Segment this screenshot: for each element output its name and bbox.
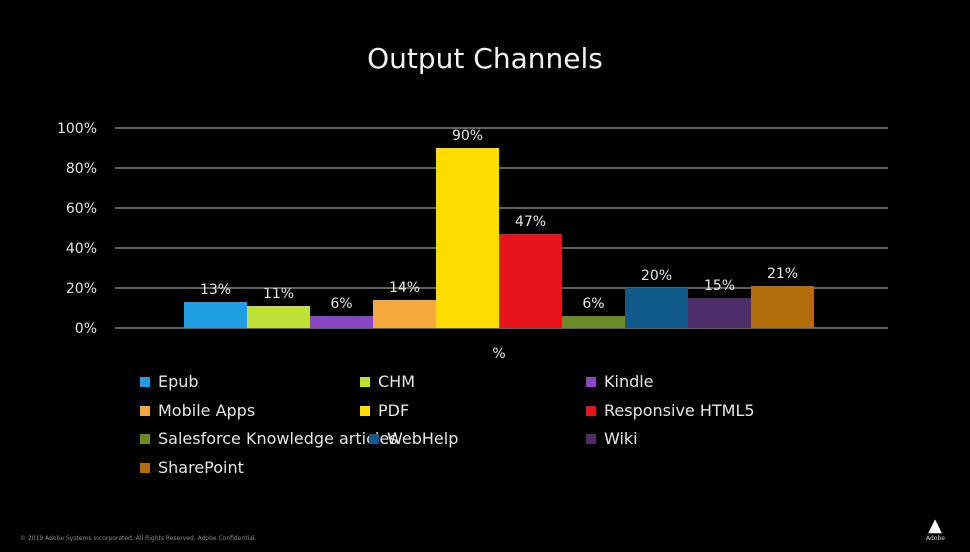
legend-swatch-chm xyxy=(360,376,370,387)
data-label: 6% xyxy=(582,296,604,312)
legend-swatch-epub xyxy=(140,376,150,387)
footer-copyright: © 2019 Adobe Systems Incorporated. All R… xyxy=(20,535,257,542)
legend-swatch-webhelp xyxy=(369,433,379,444)
legend-item-mobile-apps: Mobile Apps xyxy=(140,401,255,420)
chart-legend: Epub CHM Kindle Mobile Apps PDF Responsi… xyxy=(140,372,840,482)
y-tick-label: 60% xyxy=(66,201,97,217)
legend-label-pdf: PDF xyxy=(378,401,410,420)
bar xyxy=(499,234,562,328)
legend-swatch-wiki xyxy=(586,433,596,444)
bar xyxy=(751,286,814,328)
legend-swatch-responsive-html5 xyxy=(586,405,596,416)
y-tick-label: 40% xyxy=(66,241,97,257)
y-tick-label: 80% xyxy=(66,161,97,177)
bar xyxy=(373,300,436,328)
bar xyxy=(625,288,688,328)
data-label: 20% xyxy=(641,268,672,284)
legend-label-sharepoint: SharePoint xyxy=(158,458,244,477)
bar xyxy=(310,316,373,328)
bar xyxy=(688,298,751,328)
legend-label-chm: CHM xyxy=(378,372,416,391)
bar xyxy=(184,302,247,328)
legend-swatch-kindle xyxy=(586,376,596,387)
y-tick-label: 0% xyxy=(75,321,97,337)
data-label: 13% xyxy=(200,282,231,298)
legend-label-epub: Epub xyxy=(158,372,199,391)
legend-label-responsive-html5: Responsive HTML5 xyxy=(604,401,755,420)
legend-item-epub: Epub xyxy=(140,372,199,391)
data-label: 47% xyxy=(515,214,546,230)
legend-item-responsive-html5: Responsive HTML5 xyxy=(586,401,755,420)
legend-label-wiki: Wiki xyxy=(604,429,638,448)
legend-item-pdf: PDF xyxy=(360,401,409,420)
legend-swatch-salesforce xyxy=(140,433,150,444)
adobe-logo-mark: ▲ xyxy=(928,515,942,536)
bar xyxy=(562,316,625,328)
legend-item-wiki: Wiki xyxy=(586,429,638,448)
bar xyxy=(247,306,310,328)
legend-label-mobile-apps: Mobile Apps xyxy=(158,401,256,420)
data-label: 6% xyxy=(330,296,352,312)
legend-item-chm: CHM xyxy=(360,372,415,391)
legend-label-webhelp: WebHelp xyxy=(387,429,459,448)
legend-label-kindle: Kindle xyxy=(604,372,654,391)
adobe-logo: ▲ Adobe xyxy=(926,515,945,543)
data-label: 90% xyxy=(452,128,483,144)
legend-label-salesforce: Salesforce Knowledge articles xyxy=(158,429,398,448)
legend-swatch-sharepoint xyxy=(140,462,150,473)
data-label: 11% xyxy=(263,286,294,302)
bar xyxy=(436,148,499,328)
legend-swatch-pdf xyxy=(360,405,370,416)
data-label: 14% xyxy=(389,280,420,296)
legend-item-salesforce: Salesforce Knowledge articles xyxy=(140,429,398,448)
legend-item-sharepoint: SharePoint xyxy=(140,458,244,477)
data-label: 15% xyxy=(704,278,735,294)
adobe-logo-text: Adobe xyxy=(926,535,945,542)
legend-item-kindle: Kindle xyxy=(586,372,654,391)
legend-swatch-mobile-apps xyxy=(140,405,150,416)
legend-item-webhelp: WebHelp xyxy=(369,429,458,448)
y-tick-label: 100% xyxy=(57,121,97,137)
chart-title: Output Channels xyxy=(367,42,603,75)
data-label: 21% xyxy=(767,266,798,282)
x-axis-label: % xyxy=(492,346,505,362)
y-tick-label: 20% xyxy=(66,281,97,297)
